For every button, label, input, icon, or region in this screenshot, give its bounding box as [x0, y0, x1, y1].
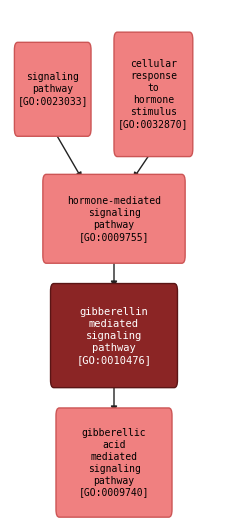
- FancyBboxPatch shape: [50, 284, 177, 388]
- FancyBboxPatch shape: [14, 42, 91, 136]
- Text: hormone-mediated
signaling
pathway
[GO:0009755]: hormone-mediated signaling pathway [GO:0…: [67, 196, 160, 242]
- Text: gibberellic
acid
mediated
signaling
pathway
[GO:0009740]: gibberellic acid mediated signaling path…: [78, 427, 149, 498]
- Text: gibberellin
mediated
signaling
pathway
[GO:0010476]: gibberellin mediated signaling pathway […: [76, 307, 151, 364]
- FancyBboxPatch shape: [56, 408, 171, 517]
- FancyBboxPatch shape: [43, 175, 184, 263]
- FancyBboxPatch shape: [114, 32, 192, 157]
- Text: signaling
pathway
[GO:0023033]: signaling pathway [GO:0023033]: [17, 72, 88, 106]
- Text: cellular
response
to
hormone
stimulus
[GO:0032870]: cellular response to hormone stimulus [G…: [118, 59, 188, 130]
